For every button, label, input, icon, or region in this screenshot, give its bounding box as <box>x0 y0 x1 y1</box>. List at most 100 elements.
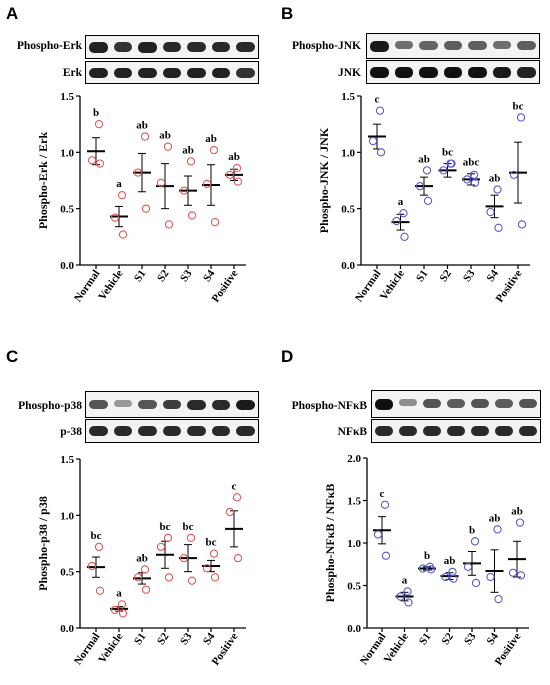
blot-image-phospho <box>366 33 540 59</box>
significance-letter: ab <box>489 512 501 524</box>
data-point <box>87 156 97 165</box>
data-point <box>373 530 383 539</box>
significance-letter: bc <box>206 537 217 549</box>
significance-letter: ab <box>182 144 194 156</box>
blot-band <box>419 67 438 78</box>
blot-band <box>211 426 231 437</box>
data-point <box>439 166 448 175</box>
significance-letter: bc <box>513 100 524 112</box>
data-point <box>396 592 405 601</box>
panel-label: C <box>6 347 19 366</box>
data-point <box>94 542 104 552</box>
significance-letter: ab <box>136 120 148 132</box>
blot-label-phospho: Phospho-Erk <box>16 40 82 52</box>
y-tick-label: 2.0 <box>347 453 361 465</box>
significance-letter: ab <box>489 173 501 185</box>
blot-band <box>138 42 157 53</box>
significance-letter: bc <box>442 147 453 159</box>
significance-letter: a <box>398 196 404 208</box>
x-tick-label: S3 <box>462 630 479 647</box>
blot-band <box>138 426 157 437</box>
data-point <box>517 220 527 229</box>
data-point <box>225 507 235 517</box>
dot-plot-b: 0.0 0.5 1.0 1.5 Phospho-JNK / JNK NormalVehic… <box>317 91 530 305</box>
blot-image-total <box>85 419 259 443</box>
y-axis-label: Phospho-JNK / JNK <box>317 127 331 233</box>
data-point <box>163 533 173 543</box>
blot-band <box>495 399 513 408</box>
dot-plot-d: 0.0 0.5 1.0 1.5 2.0 Phospho-NFκB / NFκB Normal… <box>323 453 529 668</box>
data-point <box>233 553 243 563</box>
blot-band <box>443 41 463 50</box>
data-point <box>368 136 378 146</box>
significance-letter: c <box>375 94 380 106</box>
x-tick-label: Vehicle <box>96 631 125 666</box>
blot-band <box>89 426 108 437</box>
blot-band <box>517 41 536 50</box>
data-point <box>399 209 408 218</box>
significance-letter: ab <box>418 153 430 165</box>
blot-image-total <box>366 60 540 84</box>
blot-band <box>443 67 463 78</box>
blot-band <box>394 67 414 78</box>
data-point <box>118 230 128 239</box>
x-tick-label: S4 <box>201 267 218 284</box>
data-point <box>179 186 189 195</box>
blot-band <box>113 42 133 52</box>
blot-image-total <box>85 61 259 84</box>
significance-letter: abc <box>463 157 480 169</box>
data-point <box>470 178 480 187</box>
data-point <box>403 587 412 596</box>
data-point <box>508 568 518 577</box>
data-point <box>471 578 481 588</box>
data-point <box>156 178 166 187</box>
data-point <box>186 533 196 543</box>
blot-band <box>471 399 489 408</box>
data-point <box>95 586 105 595</box>
data-point <box>375 106 385 115</box>
blot-band <box>113 67 133 78</box>
data-point <box>141 204 151 213</box>
data-point <box>516 113 526 122</box>
panel-label: B <box>281 4 294 23</box>
y-tick-label: 0.0 <box>347 623 361 635</box>
data-point <box>376 148 386 157</box>
significance-letter: b <box>469 524 475 536</box>
data-point <box>164 573 174 582</box>
blot-band <box>471 426 489 437</box>
significance-letter: bc <box>160 521 171 533</box>
y-tick-label: 1.5 <box>60 454 74 466</box>
data-point <box>486 207 495 217</box>
data-point <box>404 598 413 607</box>
blot-band <box>517 67 536 78</box>
significance-letter: ab <box>205 133 217 145</box>
significance-letter: bc <box>183 521 194 533</box>
x-tick-label: S3 <box>178 267 195 284</box>
data-point <box>493 525 502 534</box>
blot-image-phospho <box>85 35 259 59</box>
dot-plot-a: 0.0 0.5 1.0 1.5 Phospho-Erk / Erk NormalVehic… <box>36 91 246 305</box>
blot-band <box>468 67 487 78</box>
blot-band <box>394 41 414 50</box>
data-point <box>392 216 401 226</box>
significance-letter: b <box>93 107 99 119</box>
x-tick-label: S2 <box>155 267 172 284</box>
blot-band <box>370 41 389 52</box>
blot-band <box>162 42 182 53</box>
x-tick-label: Normal <box>72 268 103 304</box>
data-point <box>494 594 503 604</box>
significance-letter: b <box>424 550 430 562</box>
blot-band <box>399 426 417 437</box>
data-point <box>210 218 220 227</box>
data-point <box>110 213 120 222</box>
x-tick-label: S1 <box>417 631 433 647</box>
data-point <box>423 196 433 205</box>
blot-band <box>423 426 441 437</box>
data-point <box>493 185 502 194</box>
y-axis-label: Phospho-Erk / Erk <box>36 131 50 229</box>
data-point <box>463 562 473 571</box>
data-point <box>494 223 503 232</box>
blot-band <box>375 426 393 437</box>
blot-band <box>447 426 465 437</box>
data-point <box>140 132 150 141</box>
